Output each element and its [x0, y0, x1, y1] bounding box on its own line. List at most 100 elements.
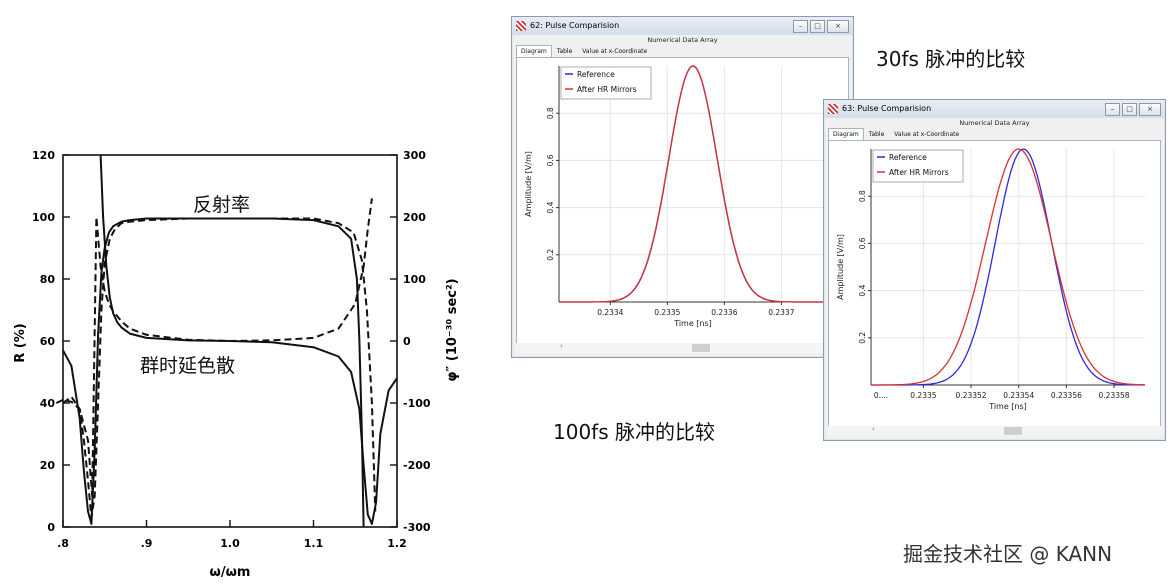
x-tick-label: 1.2 [387, 537, 407, 550]
minimize-button[interactable]: – [793, 20, 808, 33]
annotation-reflectance: 反射率 [193, 194, 250, 216]
legend-box [560, 66, 652, 100]
y-tick-label: 0.8 [858, 190, 867, 202]
y-tick-label-right: -200 [403, 459, 431, 472]
pulse-window-100fs: 62: Pulse Comparision – □ × Numerical Da… [511, 16, 854, 358]
xlabel: ω/ωm [210, 565, 251, 580]
legend-box [872, 149, 964, 183]
window-title: 62: Pulse Comparision [530, 21, 620, 30]
legend: Reference After HR Mirrors [560, 66, 652, 100]
y-tick-label-right: 300 [403, 149, 426, 162]
scroll-thumb[interactable] [692, 344, 710, 352]
plot-panel: 0.2334 0.2335 0.2336 0.2337 0.2 0.4 0.6 0.8 Time… [516, 57, 849, 345]
x-tick-label: 0.2337 [768, 308, 794, 317]
caption-100fs: 100fs 脉冲的比较 [553, 420, 715, 444]
legend-label: Reference [577, 70, 615, 79]
caption-30fs: 30fs 脉冲的比较 [876, 47, 1026, 71]
mirror-chart-ticks: .8 .9 1.0 1.1 1.2 0 20 40 60 80 100 120 -300 -200 -100… [32, 149, 431, 550]
watermark: 掘金技术社区 @ KANN [903, 542, 1113, 566]
tab-table[interactable]: Table [868, 131, 885, 138]
x-tick-label: 0.2334 [597, 308, 623, 317]
ylabel-right: φ″ (10⁻³⁰ sec²) [445, 278, 460, 381]
y-axis-label: Amplitude [V/m] [836, 234, 845, 300]
horizontal-scrollbar[interactable]: ‹ [828, 425, 1161, 436]
gridlines [871, 149, 1145, 385]
plot-panel: 0.2335 0.23352 0.23354 0.23356 0.23358 0.... 0… [828, 140, 1161, 428]
ylabel-left: R (%) [13, 323, 28, 362]
tab-diagram[interactable]: Diagram [516, 45, 552, 57]
y-tick-label: 0.6 [858, 237, 867, 249]
x-tick-label: 0.23352 [956, 391, 987, 400]
y-tick-label: 0.4 [858, 284, 867, 296]
close-button[interactable]: × [827, 20, 849, 33]
series-line-after-hr-mirrors [871, 148, 1146, 386]
x-tick-label: 1.1 [304, 537, 324, 550]
x-tick-label: 0.23356 [1051, 391, 1082, 400]
gridlines [559, 66, 827, 302]
x-tick-label: .8 [57, 537, 69, 550]
window-titlebar[interactable]: 63: Pulse Comparision – □ × [824, 100, 1165, 118]
y-tick-label-left: 0 [47, 521, 55, 534]
gdd-dashed-line [55, 198, 373, 497]
y-tick-label: 0.6 [546, 154, 555, 166]
maximize-button[interactable]: □ [810, 20, 825, 33]
y-tick-label-left: 20 [40, 459, 56, 472]
x-axis-label: Time [ns] [988, 402, 1027, 411]
maximize-button[interactable]: □ [1122, 103, 1137, 116]
x-tick-label: 0.2335 [654, 308, 680, 317]
y-tick-label-right: 100 [403, 273, 426, 286]
tab-diagram[interactable]: Diagram [828, 128, 864, 140]
mirror-chart: .8 .9 1.0 1.1 1.2 0 20 40 60 80 100 120 -300 -200 -100… [13, 149, 460, 580]
x-axis-label: Time [ns] [673, 319, 712, 328]
x-tick-label: 0.... [874, 391, 888, 400]
legend-label: After HR Mirrors [889, 168, 949, 177]
series-line-reference [871, 148, 1145, 386]
tab-table[interactable]: Table [556, 48, 573, 55]
close-button[interactable]: × [1139, 103, 1161, 116]
tab-value-at-x[interactable]: Value at x-Coordinate [894, 131, 960, 138]
window-titlebar[interactable]: 62: Pulse Comparision – □ × [512, 17, 853, 35]
scroll-left-arrow[interactable]: ‹ [872, 425, 875, 433]
y-tick-label-right: -300 [403, 521, 431, 534]
tab-value-at-x[interactable]: Value at x-Coordinate [582, 48, 648, 55]
horizontal-scrollbar[interactable]: ‹ [516, 342, 849, 353]
y-tick-label-left: 120 [32, 149, 55, 162]
x-tick-label: 0.23358 [1099, 391, 1130, 400]
legend-label: After HR Mirrors [577, 85, 637, 94]
window-subtitle: Numerical Data Array [959, 119, 1030, 127]
y-tick-label: 0.8 [546, 107, 555, 119]
y-tick-label-left: 60 [40, 335, 56, 348]
app-icon [516, 21, 526, 31]
series-line-reference [559, 65, 827, 303]
pulse-window-30fs: 63: Pulse Comparision – □ × Numerical Da… [823, 99, 1166, 441]
y-tick-label: 0.2 [546, 249, 555, 261]
y-tick-label: 0.4 [546, 201, 555, 213]
window-subtitle: Numerical Data Array [647, 36, 718, 44]
legend: Reference After HR Mirrors [872, 149, 964, 183]
y-tick-label-right: 0 [403, 335, 411, 348]
y-tick-label-left: 100 [32, 211, 55, 224]
mirror-chart-series [55, 154, 398, 528]
x-tick-label: .9 [141, 537, 153, 550]
y-tick-label-right: -100 [403, 397, 431, 410]
x-tick-label: 0.2335 [910, 391, 936, 400]
pulse-chart-100fs: 0.2334 0.2335 0.2336 0.2337 0.2 0.4 0.6 0.8 Time… [524, 65, 827, 328]
x-tick-label: 0.23354 [1003, 391, 1034, 400]
scroll-left-arrow[interactable]: ‹ [560, 342, 563, 350]
y-axis-label: Amplitude [V/m] [524, 151, 533, 217]
reflectance-dashed-line [62, 217, 377, 519]
y-tick-label-right: 200 [403, 211, 426, 224]
app-icon [828, 104, 838, 114]
pulse-chart-30fs: 0.2335 0.23352 0.23354 0.23356 0.23358 0.... 0… [836, 148, 1146, 411]
y-tick-label-left: 80 [40, 273, 56, 286]
x-tick-label: 0.2336 [711, 308, 737, 317]
y-tick-label: 0.2 [858, 332, 867, 344]
x-tick-label: 1.0 [220, 537, 240, 550]
y-tick-label-left: 40 [40, 397, 56, 410]
series-line-after-hr-mirrors [559, 65, 827, 303]
window-title: 63: Pulse Comparision [842, 104, 932, 113]
scroll-thumb[interactable] [1004, 427, 1022, 435]
annotation-gdd: 群时延色散 [140, 355, 235, 377]
reflectance-solid-line [62, 217, 365, 528]
minimize-button[interactable]: – [1105, 103, 1120, 116]
